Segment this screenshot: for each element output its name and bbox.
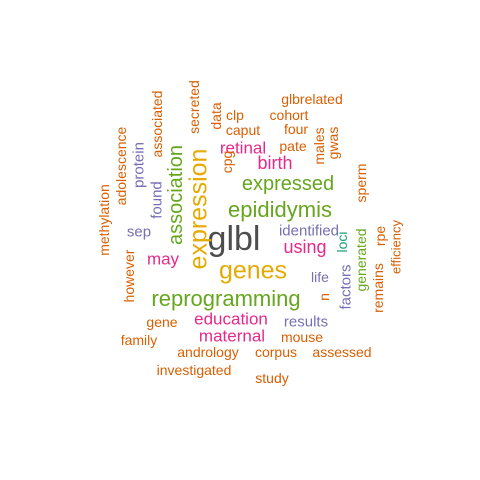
word-genes: genes	[219, 259, 287, 284]
word-factors: factors	[339, 264, 354, 309]
word-identified: identified	[279, 224, 339, 239]
word-caput: caput	[226, 123, 260, 137]
word-study: study	[255, 371, 288, 385]
word-however: however	[122, 250, 136, 303]
word-n: n	[317, 293, 331, 301]
word-maternal: maternal	[199, 328, 265, 345]
word-data: data	[209, 102, 223, 129]
word-family: family	[121, 333, 158, 347]
word-association: association	[166, 145, 186, 245]
word-glbl: glbl	[208, 222, 261, 256]
word-epididymis: epididymis	[228, 199, 332, 221]
word-investigated: investigated	[157, 363, 232, 377]
word-adolescence: adolescence	[114, 127, 128, 206]
word-gene: gene	[146, 315, 177, 329]
word-may: may	[147, 251, 179, 268]
word-protein: protein	[132, 142, 147, 188]
word-efficiency: efficiency	[390, 220, 403, 274]
word-mouse: mouse	[281, 330, 323, 344]
word-life: life	[311, 270, 329, 284]
word-secreted: secreted	[187, 80, 201, 134]
word-four: four	[284, 122, 308, 136]
word-associated: associated	[150, 91, 164, 158]
word-glbrelated: glbrelated	[281, 92, 343, 106]
word-clp: clp	[226, 108, 244, 122]
word-andrology: andrology	[177, 345, 239, 359]
word-found: found	[150, 181, 165, 219]
word-cohort: cohort	[270, 108, 309, 122]
word-using: using	[283, 238, 326, 256]
word-results: results	[284, 315, 328, 330]
word-corpus: corpus	[255, 345, 297, 359]
word-expression: expression	[187, 149, 212, 270]
word-expressed: expressed	[242, 174, 334, 194]
word-methylation: methylation	[97, 184, 111, 256]
word-education: education	[194, 311, 268, 328]
word-pate: pate	[279, 139, 306, 153]
word-sep: sep	[127, 225, 151, 240]
word-assessed: assessed	[312, 345, 371, 359]
word-reprogramming: reprogramming	[151, 288, 300, 310]
word-cpg: cpg	[220, 151, 234, 174]
word-generated: generated	[354, 228, 368, 291]
word-loci: loci	[335, 231, 349, 252]
word-gwas: gwas	[326, 127, 340, 160]
word-sperm: sperm	[354, 164, 368, 203]
word-remains: remains	[371, 263, 385, 313]
word-males: males	[312, 127, 326, 164]
word-rpe: rpe	[373, 226, 387, 246]
